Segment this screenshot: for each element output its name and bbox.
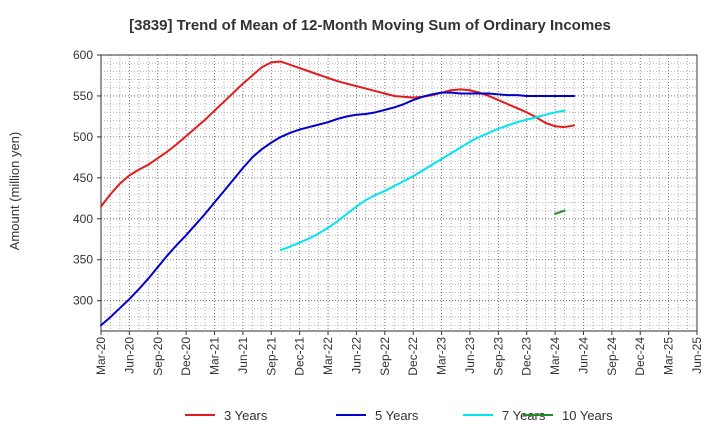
x-tick-label: Mar-25: [662, 337, 676, 375]
legend-label: 3 Years: [224, 408, 268, 423]
series-line-5-years: [100, 91, 576, 327]
y-tick-labels: 300 350 400 450 500 550 600: [73, 48, 101, 308]
x-tick-label: Mar-24: [548, 337, 562, 375]
series-lines: [100, 60, 576, 327]
legend-label: 10 Years: [562, 408, 613, 423]
x-tick-label: Mar-22: [321, 337, 335, 375]
series-line-10-years: [554, 209, 566, 215]
series-line-7-years: [279, 109, 566, 251]
x-tick-label: Jun-24: [576, 337, 590, 374]
chart-title: [3839] Trend of Mean of 12-Month Moving …: [129, 17, 611, 34]
legend: 3 Years 5 Years 7 Years 10 Years: [185, 408, 613, 423]
x-tick-label: Mar-21: [208, 337, 222, 375]
plot-frame: [100, 54, 698, 332]
x-tick-label: Sep-22: [378, 337, 392, 376]
y-tick-label: 350: [73, 253, 93, 267]
x-tick-label: Dec-22: [406, 337, 420, 376]
x-tick-label: Dec-23: [520, 337, 534, 376]
grid: [100, 54, 698, 331]
x-tick-label: Jun-23: [463, 337, 477, 374]
x-tick-label: Jun-25: [690, 337, 704, 374]
x-tick-label: Jun-22: [349, 337, 363, 374]
legend-label: 5 Years: [375, 408, 419, 423]
x-tick-labels: Mar-20 Jun-20 Sep-20 Dec-20 Mar-21 Jun-21 Sep-…: [94, 331, 704, 376]
x-tick-label: Sep-20: [151, 337, 165, 376]
x-tick-label: Dec-21: [293, 337, 307, 376]
y-tick-label: 400: [73, 212, 93, 226]
x-tick-label: Dec-20: [179, 337, 193, 376]
y-tick-label: 500: [73, 130, 93, 144]
x-tick-label: Dec-24: [633, 337, 647, 376]
x-tick-label: Mar-23: [435, 337, 449, 375]
x-tick-label: Sep-23: [491, 337, 505, 376]
x-tick-label: Jun-20: [122, 337, 136, 374]
x-tick-label: Sep-24: [605, 337, 619, 376]
x-tick-label: Sep-21: [264, 337, 278, 376]
x-tick-label: Jun-21: [236, 337, 250, 374]
y-tick-label: 450: [73, 171, 93, 185]
plot-border: [100, 54, 698, 332]
y-tick-label: 300: [73, 294, 93, 308]
x-tick-label: Mar-20: [94, 337, 108, 375]
y-tick-label: 600: [73, 48, 93, 62]
y-axis-label: Amount (million yen): [7, 132, 22, 251]
series-line-3-years: [100, 60, 576, 208]
y-tick-label: 550: [73, 89, 93, 103]
